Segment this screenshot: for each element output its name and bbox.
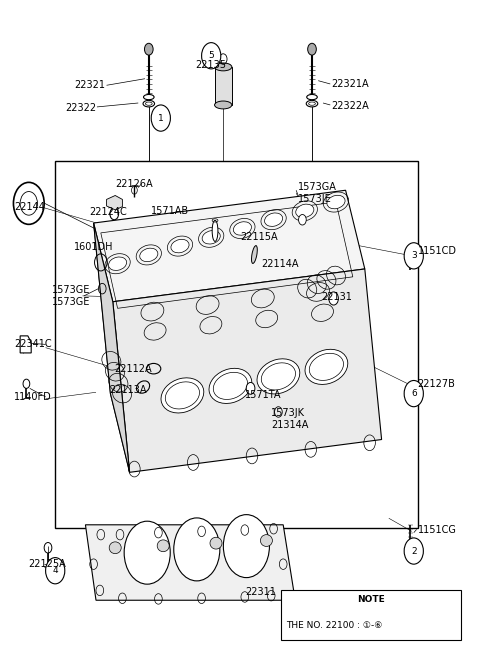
Text: 4: 4 <box>52 566 58 575</box>
Text: 1573GA: 1573GA <box>298 182 336 192</box>
Circle shape <box>308 43 316 55</box>
Text: 1573GE: 1573GE <box>52 297 90 307</box>
Text: THE NO. 22100 : ①-⑥: THE NO. 22100 : ①-⑥ <box>287 621 383 630</box>
Polygon shape <box>94 223 130 472</box>
Circle shape <box>174 518 220 581</box>
Text: 22135: 22135 <box>196 60 227 70</box>
Text: 22322A: 22322A <box>331 101 369 112</box>
Bar <box>215 67 232 105</box>
Circle shape <box>223 514 269 577</box>
Text: 22124C: 22124C <box>89 207 127 217</box>
Ellipse shape <box>108 257 127 270</box>
Text: 22144: 22144 <box>14 201 45 212</box>
Ellipse shape <box>157 540 169 552</box>
Ellipse shape <box>307 94 317 100</box>
Text: 1573GE: 1573GE <box>52 285 90 295</box>
Ellipse shape <box>215 101 232 109</box>
Ellipse shape <box>261 535 273 546</box>
Ellipse shape <box>161 378 204 413</box>
Circle shape <box>202 43 221 69</box>
Ellipse shape <box>252 245 257 264</box>
Text: 3: 3 <box>411 251 417 260</box>
Circle shape <box>46 558 65 584</box>
Ellipse shape <box>144 94 154 100</box>
Text: 21314A: 21314A <box>271 420 309 430</box>
Text: 1: 1 <box>158 113 164 123</box>
Text: 22126A: 22126A <box>115 178 153 189</box>
Text: 22131: 22131 <box>322 291 352 302</box>
Text: 5: 5 <box>208 51 214 60</box>
Text: 1140FD: 1140FD <box>14 392 52 402</box>
Text: 1151CG: 1151CG <box>418 525 456 535</box>
Ellipse shape <box>143 100 155 107</box>
Polygon shape <box>20 336 31 353</box>
Polygon shape <box>85 525 295 600</box>
Text: 22341C: 22341C <box>14 339 52 350</box>
Circle shape <box>246 382 255 394</box>
Ellipse shape <box>327 195 345 209</box>
Text: 6: 6 <box>411 389 417 398</box>
Text: 1571TA: 1571TA <box>245 390 281 400</box>
Ellipse shape <box>210 537 222 549</box>
Text: 22112A: 22112A <box>114 364 152 375</box>
Ellipse shape <box>305 349 348 384</box>
Text: 1573JE: 1573JE <box>298 194 331 204</box>
Ellipse shape <box>306 100 318 107</box>
Ellipse shape <box>233 222 252 236</box>
Ellipse shape <box>257 359 300 394</box>
Text: 1571AB: 1571AB <box>151 206 189 216</box>
Ellipse shape <box>109 542 121 554</box>
Polygon shape <box>94 190 365 302</box>
Text: 22115A: 22115A <box>240 232 277 243</box>
Ellipse shape <box>296 204 314 218</box>
Text: 1151CD: 1151CD <box>418 245 456 256</box>
Circle shape <box>299 215 306 225</box>
Circle shape <box>110 208 119 220</box>
Polygon shape <box>107 195 122 210</box>
Text: 22114A: 22114A <box>262 258 299 269</box>
Circle shape <box>404 243 423 269</box>
Ellipse shape <box>140 248 158 262</box>
Ellipse shape <box>209 368 252 403</box>
Text: 22311: 22311 <box>245 587 276 598</box>
Circle shape <box>144 43 153 55</box>
Text: 1573JK: 1573JK <box>271 408 305 419</box>
Bar <box>55 161 418 528</box>
Circle shape <box>404 538 423 564</box>
Text: 22321: 22321 <box>74 80 106 91</box>
Circle shape <box>13 182 44 224</box>
Text: 22125A: 22125A <box>28 559 66 569</box>
Ellipse shape <box>215 63 232 71</box>
Circle shape <box>404 380 423 407</box>
Ellipse shape <box>212 220 218 241</box>
Polygon shape <box>113 269 382 472</box>
Text: 22127B: 22127B <box>418 379 456 389</box>
Ellipse shape <box>264 213 283 226</box>
Text: 2: 2 <box>411 546 417 556</box>
Circle shape <box>151 105 170 131</box>
Circle shape <box>124 521 170 584</box>
Text: 22113A: 22113A <box>109 385 147 396</box>
Circle shape <box>329 292 338 305</box>
Text: 1601DH: 1601DH <box>74 241 114 252</box>
Ellipse shape <box>171 239 189 253</box>
Ellipse shape <box>202 230 220 244</box>
Text: 22321A: 22321A <box>331 79 369 89</box>
Bar <box>281 590 461 640</box>
Text: NOTE: NOTE <box>357 595 384 604</box>
Text: 22322: 22322 <box>65 103 96 113</box>
